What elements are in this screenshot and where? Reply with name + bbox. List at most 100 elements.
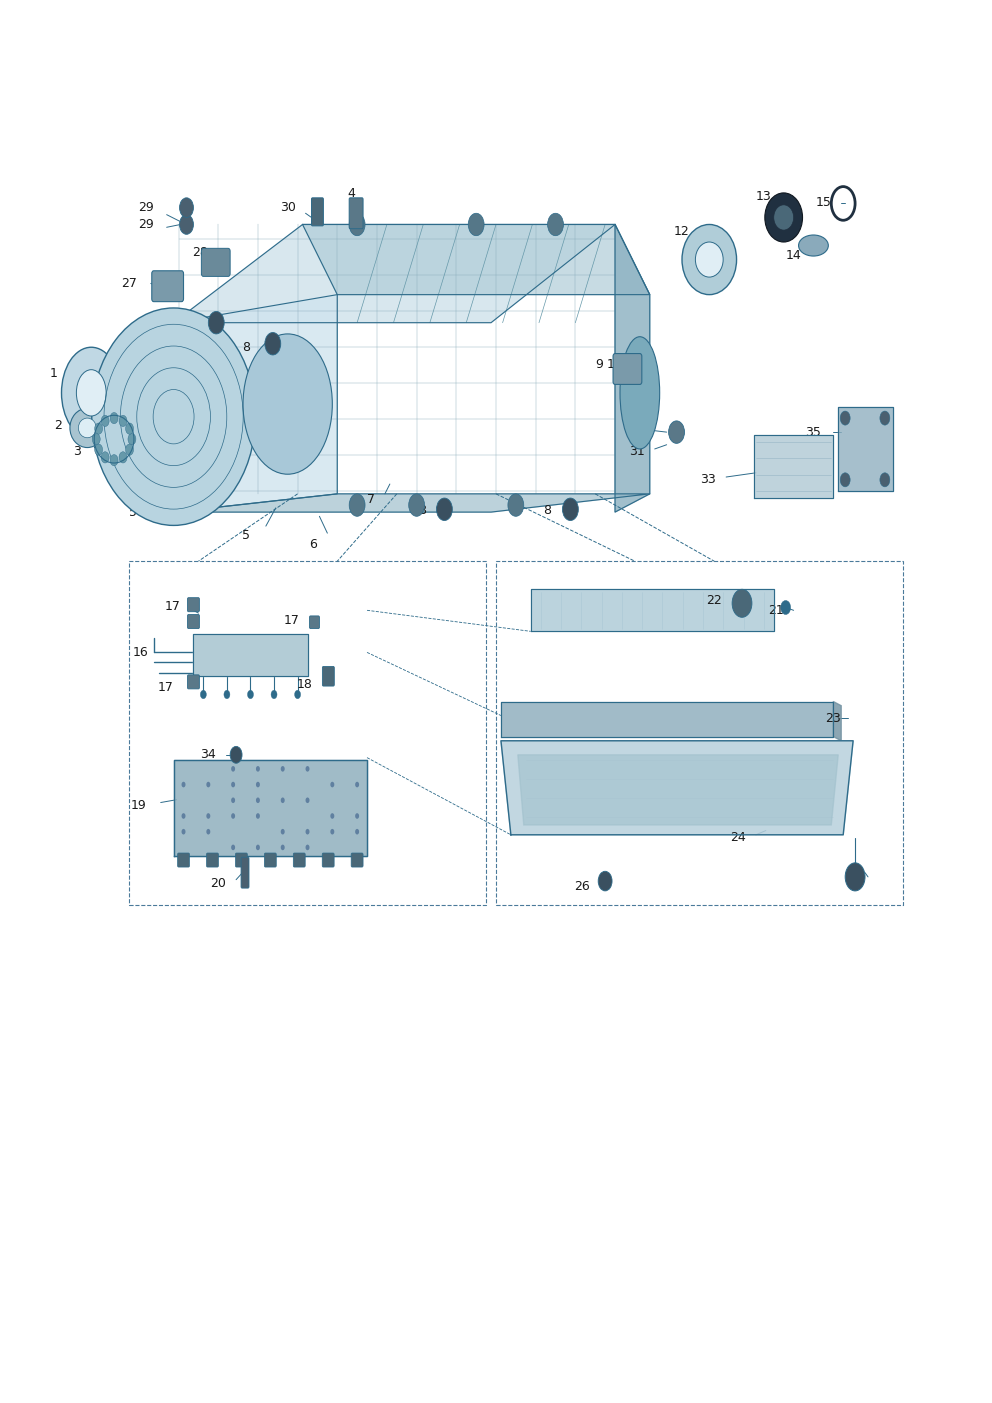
Circle shape	[598, 871, 612, 891]
Circle shape	[180, 198, 193, 217]
Circle shape	[256, 766, 260, 772]
Circle shape	[101, 452, 109, 463]
Polygon shape	[303, 224, 650, 295]
FancyBboxPatch shape	[178, 853, 189, 867]
Circle shape	[110, 455, 118, 466]
Circle shape	[206, 814, 210, 819]
Ellipse shape	[682, 224, 736, 295]
Circle shape	[355, 781, 359, 787]
Ellipse shape	[620, 337, 660, 449]
Circle shape	[845, 863, 865, 891]
Text: 29: 29	[138, 217, 154, 231]
FancyBboxPatch shape	[206, 853, 218, 867]
Text: 25: 25	[849, 874, 865, 888]
Circle shape	[548, 213, 563, 236]
Polygon shape	[531, 589, 774, 631]
Text: 18: 18	[297, 678, 312, 692]
Circle shape	[182, 814, 186, 819]
FancyBboxPatch shape	[187, 615, 199, 629]
Text: 13: 13	[756, 189, 772, 203]
Text: 22: 22	[706, 593, 722, 607]
Text: 31: 31	[629, 445, 645, 459]
Text: 23: 23	[825, 711, 841, 725]
Circle shape	[355, 814, 359, 819]
Circle shape	[271, 690, 277, 699]
Text: 5: 5	[129, 505, 137, 519]
Circle shape	[94, 424, 102, 435]
Circle shape	[126, 424, 134, 435]
FancyBboxPatch shape	[322, 666, 334, 686]
Text: 19: 19	[131, 798, 147, 812]
Text: 32: 32	[629, 425, 645, 439]
Text: 8: 8	[544, 504, 552, 518]
FancyBboxPatch shape	[187, 675, 199, 689]
Circle shape	[306, 766, 310, 772]
Circle shape	[231, 814, 235, 819]
Text: 24: 24	[730, 831, 746, 845]
Circle shape	[182, 829, 186, 835]
Polygon shape	[174, 494, 650, 512]
Circle shape	[781, 600, 791, 615]
Circle shape	[256, 797, 260, 803]
Polygon shape	[615, 224, 650, 512]
Text: 11: 11	[629, 379, 645, 393]
Text: 27: 27	[121, 276, 137, 290]
Circle shape	[281, 797, 285, 803]
Circle shape	[206, 829, 210, 835]
Text: 28: 28	[192, 246, 208, 260]
Circle shape	[180, 215, 193, 234]
Circle shape	[200, 690, 206, 699]
Circle shape	[880, 473, 890, 487]
Polygon shape	[833, 702, 841, 741]
Text: 4: 4	[347, 187, 355, 201]
Text: 8: 8	[419, 504, 427, 518]
Text: 7: 7	[367, 492, 375, 506]
Text: 8: 8	[242, 341, 250, 355]
Circle shape	[306, 845, 310, 850]
FancyBboxPatch shape	[201, 248, 230, 276]
Circle shape	[295, 690, 301, 699]
Circle shape	[128, 434, 136, 445]
Circle shape	[231, 845, 235, 850]
Text: 30: 30	[280, 201, 296, 215]
Circle shape	[231, 766, 235, 772]
Circle shape	[840, 411, 850, 425]
Circle shape	[732, 589, 752, 617]
Circle shape	[330, 781, 334, 787]
FancyBboxPatch shape	[613, 354, 642, 384]
Text: 9: 9	[595, 358, 603, 372]
Text: 16: 16	[133, 645, 149, 659]
Circle shape	[840, 473, 850, 487]
Ellipse shape	[91, 309, 256, 526]
Polygon shape	[501, 702, 833, 737]
Ellipse shape	[76, 370, 106, 417]
Circle shape	[256, 781, 260, 787]
Circle shape	[110, 412, 118, 424]
Polygon shape	[193, 634, 308, 676]
Polygon shape	[174, 295, 337, 512]
Text: 1: 1	[50, 366, 58, 380]
Polygon shape	[518, 755, 838, 825]
Ellipse shape	[799, 236, 828, 257]
Text: 29: 29	[138, 201, 154, 215]
Circle shape	[208, 311, 224, 334]
Circle shape	[231, 781, 235, 787]
Circle shape	[256, 845, 260, 850]
Circle shape	[281, 766, 285, 772]
Circle shape	[330, 829, 334, 835]
Circle shape	[562, 498, 578, 521]
Text: 12: 12	[674, 224, 689, 239]
Circle shape	[281, 845, 285, 850]
FancyBboxPatch shape	[311, 198, 323, 226]
Polygon shape	[174, 224, 615, 323]
FancyBboxPatch shape	[349, 198, 363, 229]
Text: 26: 26	[574, 880, 590, 894]
Circle shape	[206, 781, 210, 787]
Circle shape	[306, 829, 310, 835]
Polygon shape	[174, 760, 367, 856]
Circle shape	[669, 421, 684, 443]
Circle shape	[182, 781, 186, 787]
Circle shape	[94, 443, 102, 455]
Text: 20: 20	[210, 877, 226, 891]
Text: 6: 6	[310, 537, 317, 551]
